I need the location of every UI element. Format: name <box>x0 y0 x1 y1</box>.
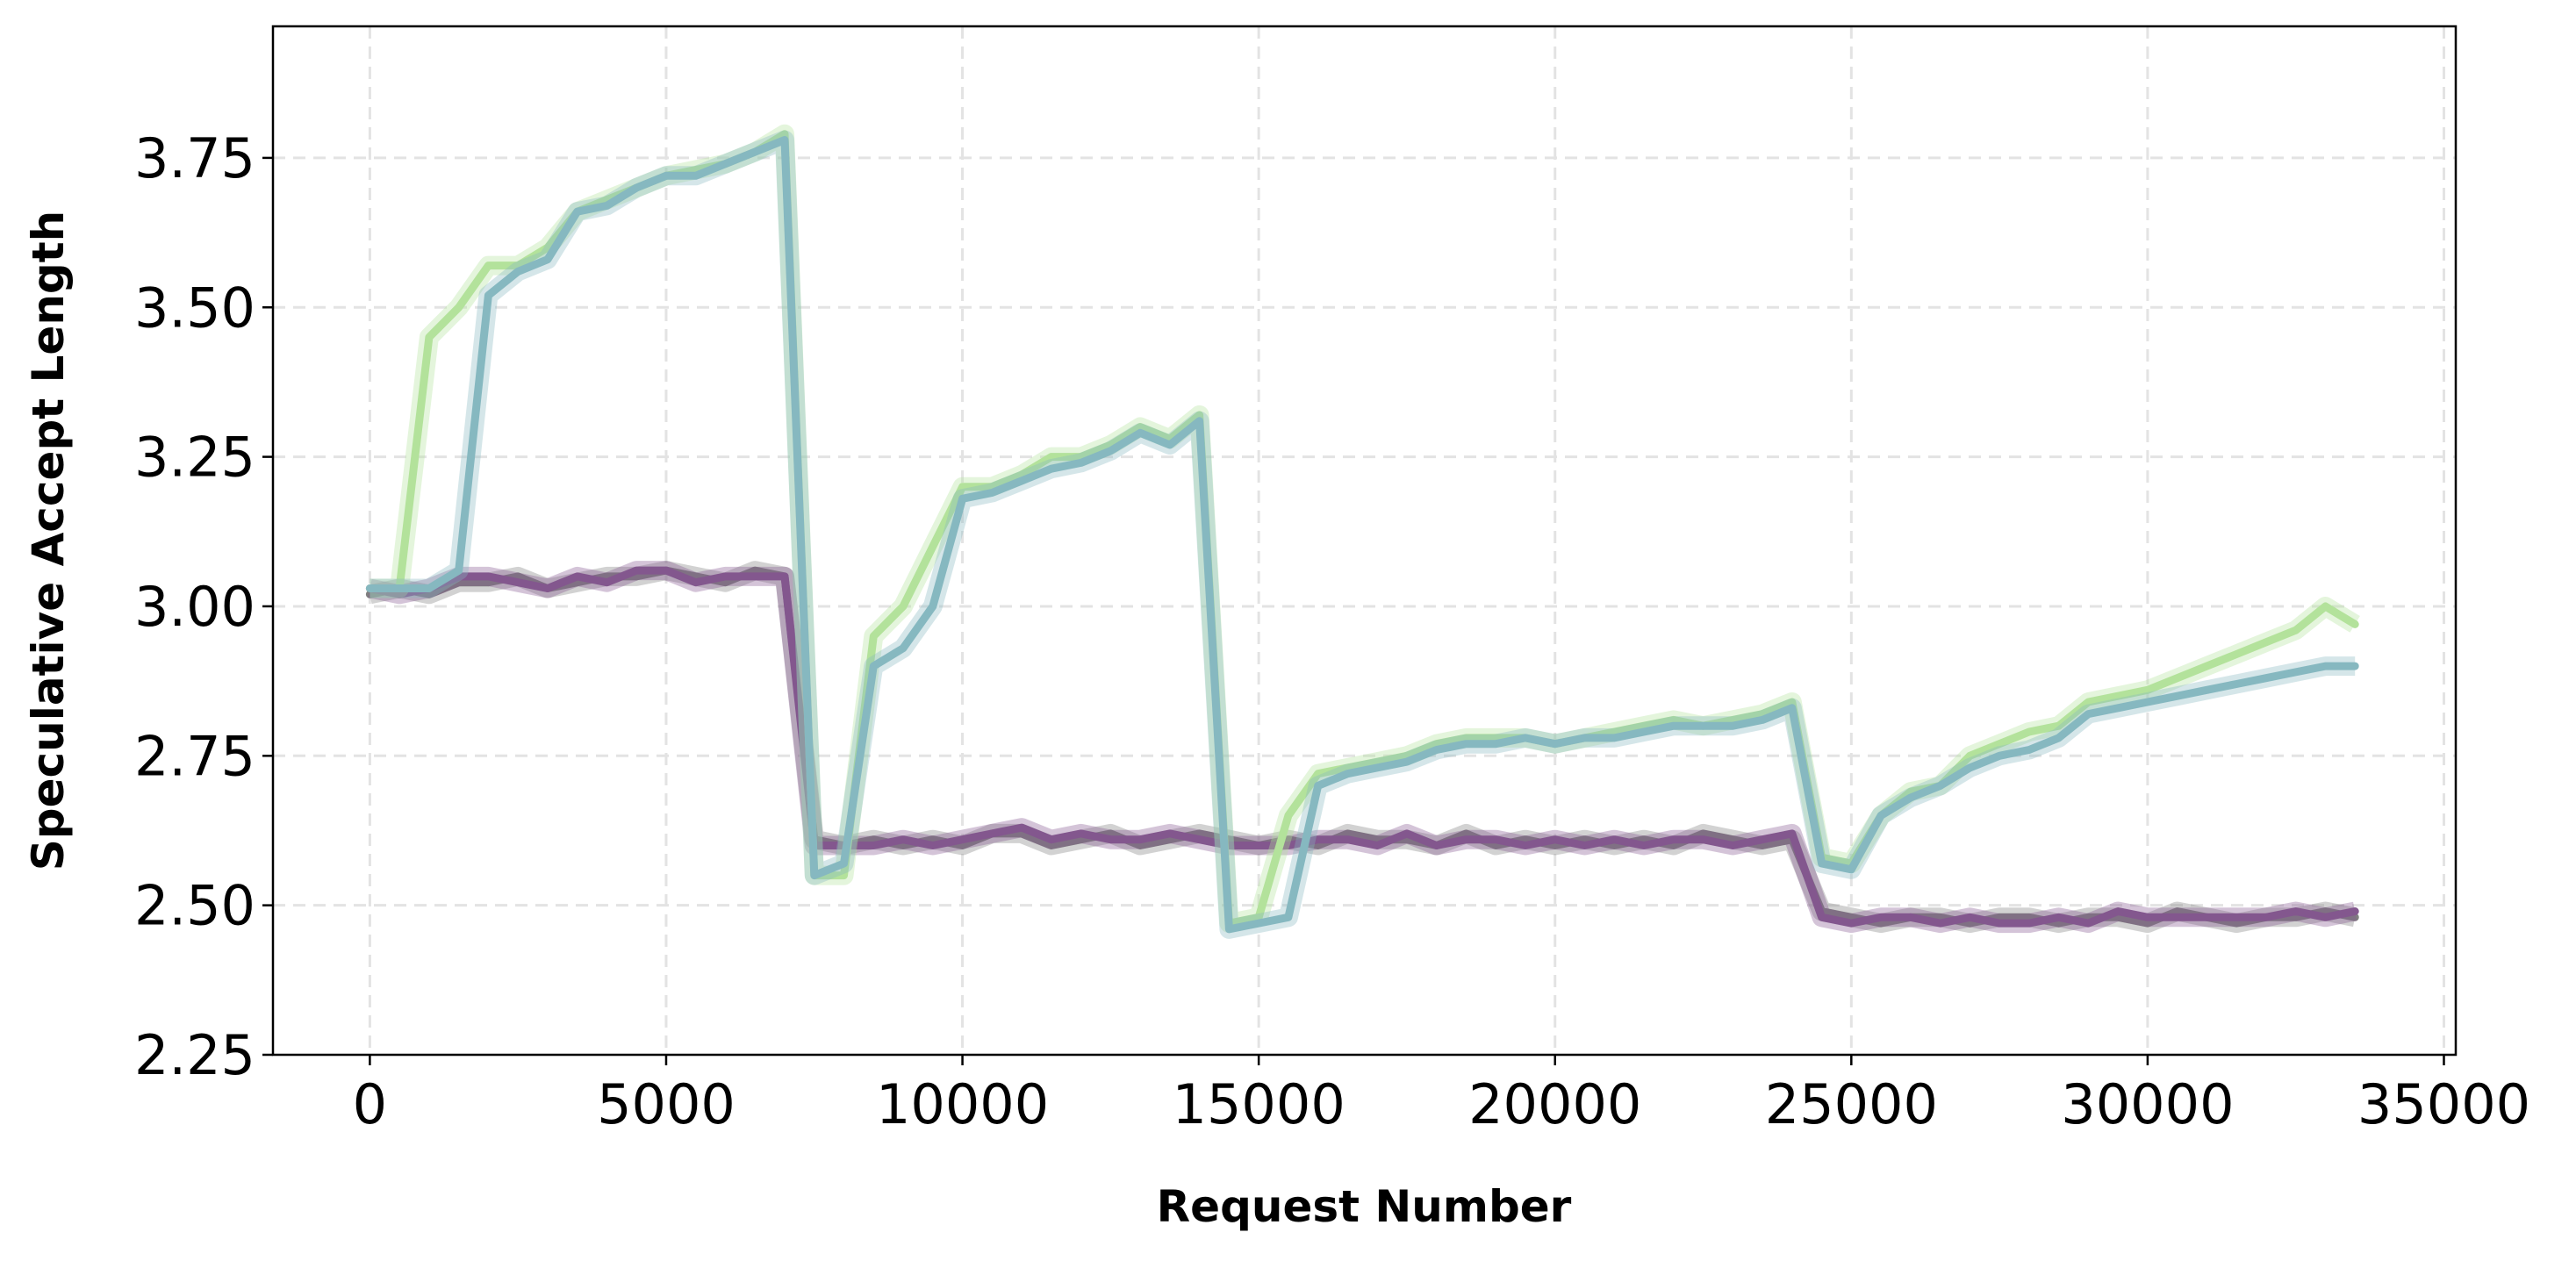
series-2-band <box>370 124 2360 934</box>
y-tick-label: 3.25 <box>134 426 255 490</box>
y-tick-label: 3.50 <box>134 276 255 340</box>
y-tick-label: 2.50 <box>134 874 255 938</box>
series-3-band <box>370 130 2356 939</box>
x-tick-label: 0 <box>353 1072 387 1136</box>
y-tick-label: 2.75 <box>134 724 255 788</box>
plot-frame <box>271 25 2458 1057</box>
series-3-line <box>365 136 2359 934</box>
x-axis-ticks: 0 5000 10000 15000 20000 25000 30000 35000 <box>353 1055 2530 1136</box>
grid <box>273 26 2456 1055</box>
series-lines <box>365 124 2360 939</box>
x-tick-label: 10000 <box>876 1072 1049 1136</box>
x-tick-label: 25000 <box>1765 1072 1938 1136</box>
y-tick-label: 3.00 <box>134 575 255 639</box>
series-1-line <box>365 566 2359 928</box>
y-tick-label: 3.75 <box>134 126 255 190</box>
x-tick-label: 5000 <box>597 1072 735 1136</box>
y-axis-label: Speculative Accept Length <box>23 211 74 871</box>
y-axis-ticks: 2.25 2.50 2.75 3.00 3.25 3.50 3.75 <box>134 126 273 1087</box>
x-axis-label: Request Number <box>1157 1181 1572 1232</box>
x-tick-label: 15000 <box>1173 1072 1345 1136</box>
x-tick-label: 35000 <box>2357 1072 2530 1136</box>
x-tick-label: 30000 <box>2061 1072 2234 1136</box>
y-tick-label: 2.25 <box>134 1023 255 1087</box>
series-2-line <box>365 130 2359 928</box>
x-tick-label: 20000 <box>1468 1072 1641 1136</box>
